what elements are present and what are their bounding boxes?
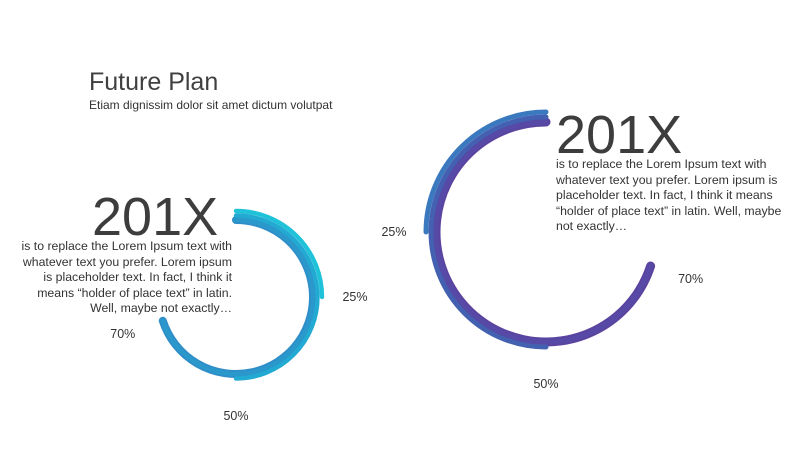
left-description: is to replace the Lorem Ipsum text with …: [21, 239, 232, 316]
ring-arc-70: [433, 119, 654, 345]
percent-label: 70%: [110, 327, 135, 341]
right-description: is to replace the Lorem Ipsum text with …: [556, 157, 782, 234]
ring-arc-50: [233, 213, 320, 381]
ring-arc-25: [233, 208, 325, 300]
ring-arc-70: [160, 217, 316, 377]
percent-label: 25%: [342, 290, 367, 304]
slide-subtitle: Etiam dignissim dolor sit amet dictum vo…: [89, 98, 333, 112]
left-year-heading: 201X: [92, 187, 219, 247]
left-radial-chart: 25% 50% 70%: [110, 208, 368, 423]
percent-label: 50%: [223, 409, 248, 423]
percent-label: 70%: [678, 272, 703, 286]
ring-arc-25: [423, 109, 549, 235]
percent-label: 50%: [533, 377, 558, 391]
ring-arc-50: [428, 114, 549, 350]
right-year-heading: 201X: [556, 105, 683, 165]
right-radial-chart: 25% 50% 70%: [381, 109, 703, 391]
slide-title: Future Plan: [89, 68, 219, 96]
percent-label: 25%: [381, 225, 406, 239]
